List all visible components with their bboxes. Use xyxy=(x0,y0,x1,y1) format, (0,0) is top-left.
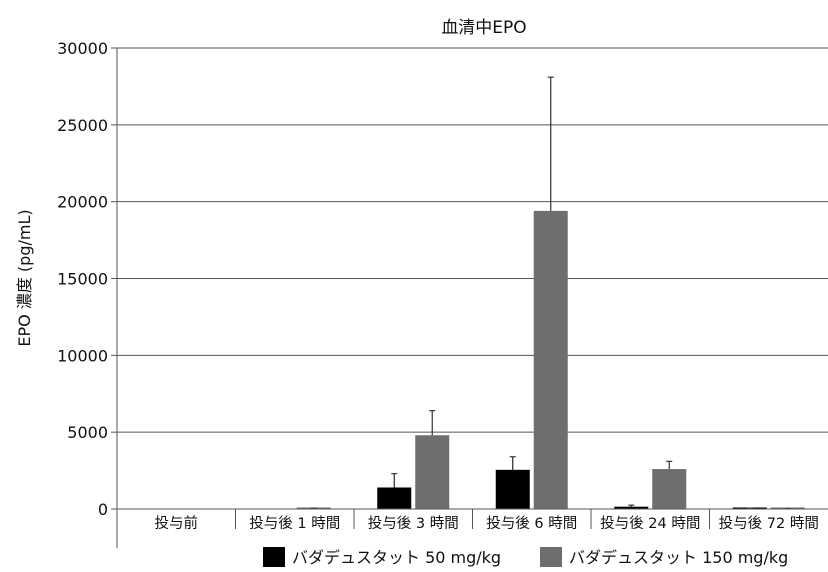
legend-swatch xyxy=(540,547,562,567)
y-axis-label: EPO 濃度 (pg/mL) xyxy=(15,209,34,346)
x-tick-label: 投与後 72 時間 xyxy=(719,515,819,532)
y-tick-label: 25000 xyxy=(57,116,108,135)
x-tick-label: 投与後 6 時間 xyxy=(486,515,577,532)
y-tick-label: 15000 xyxy=(57,270,108,289)
y-tick-label: 0 xyxy=(98,500,108,519)
bar xyxy=(533,210,568,510)
x-tick-label: 投与後 3 時間 xyxy=(368,515,459,532)
y-tick-label: 10000 xyxy=(57,346,108,365)
legend: バダデュスタット 50 mg/kg バダデュスタット 150 mg/kg xyxy=(263,547,788,567)
bars xyxy=(296,76,805,510)
bar xyxy=(377,487,412,509)
bar xyxy=(415,435,450,509)
legend-label: バダデュスタット 50 mg/kg xyxy=(292,548,501,567)
legend-label: バダデュスタット 150 mg/kg xyxy=(569,548,788,567)
y-tick-label: 5000 xyxy=(67,423,108,442)
bar xyxy=(614,506,649,509)
chart-title: 血清中EPO xyxy=(441,18,526,38)
y-tick-label: 30000 xyxy=(57,39,108,58)
bar xyxy=(652,469,687,509)
y-tick-label: 20000 xyxy=(57,193,108,212)
x-tick-label: 投与前 xyxy=(155,515,199,532)
axes: 0 5000 10000 15000 20000 25000 30000 投与前 投与後 1 時… xyxy=(57,39,828,548)
x-tick-label: 投与後 24 時間 xyxy=(600,515,700,532)
x-tick-label: 投与後 1 時間 xyxy=(249,515,340,532)
legend-swatch xyxy=(263,547,285,567)
gridlines xyxy=(117,47,828,433)
bar xyxy=(495,469,530,509)
